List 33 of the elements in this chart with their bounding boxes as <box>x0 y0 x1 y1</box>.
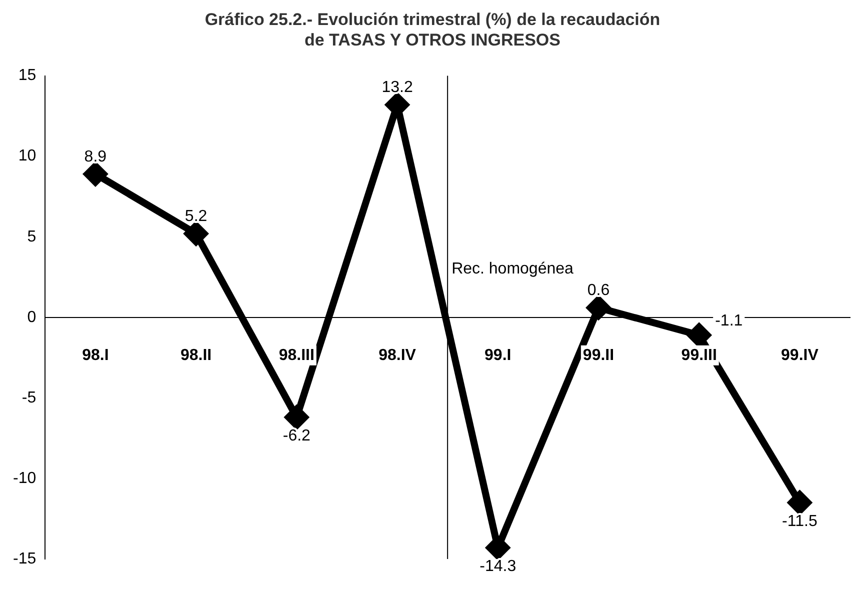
text: de TASAS Y OTROS INGRESOS <box>304 30 560 50</box>
annotation: Rec. homogénea <box>452 260 574 278</box>
y-tick-label: 5 <box>27 228 36 246</box>
y-tick-label: -15 <box>13 550 36 568</box>
x-tick-label: 99.III <box>681 346 717 364</box>
data-label: -11.5 <box>782 513 818 530</box>
point <box>586 296 610 320</box>
x-tick-label: 99.I <box>484 346 512 364</box>
point <box>285 406 308 429</box>
point <box>84 162 107 186</box>
point <box>688 324 711 347</box>
y-tick-label: 0 <box>27 308 36 326</box>
point <box>184 222 208 246</box>
x-tick-label: 98.I <box>82 346 109 364</box>
y-tick-label: 15 <box>18 67 36 84</box>
x-tick-label: 98.II <box>180 346 212 364</box>
y-tick-label: 10 <box>18 148 36 165</box>
x-tick-label: 99.IV <box>781 346 819 364</box>
data-label: 8.9 <box>84 148 107 166</box>
data-label: 0.6 <box>587 282 610 300</box>
point <box>486 536 510 559</box>
data-label: -1.1 <box>715 312 743 330</box>
data-label: 5.2 <box>184 208 208 226</box>
y-tick-label: -5 <box>22 389 36 406</box>
x-tick-label: 99.II <box>582 346 614 364</box>
data-label: -6.2 <box>282 428 311 445</box>
data-label: -14.3 <box>480 558 516 576</box>
x-tick-label: 98.IV <box>378 346 416 364</box>
x-tick-label: 98.III <box>278 346 314 364</box>
y-tick-label: -10 <box>13 470 36 487</box>
text: Gráfico 25.2.- Evolución trimestral (%) de la recaudación <box>204 10 660 29</box>
data-label: 13.2 <box>382 79 413 96</box>
point <box>788 491 812 514</box>
